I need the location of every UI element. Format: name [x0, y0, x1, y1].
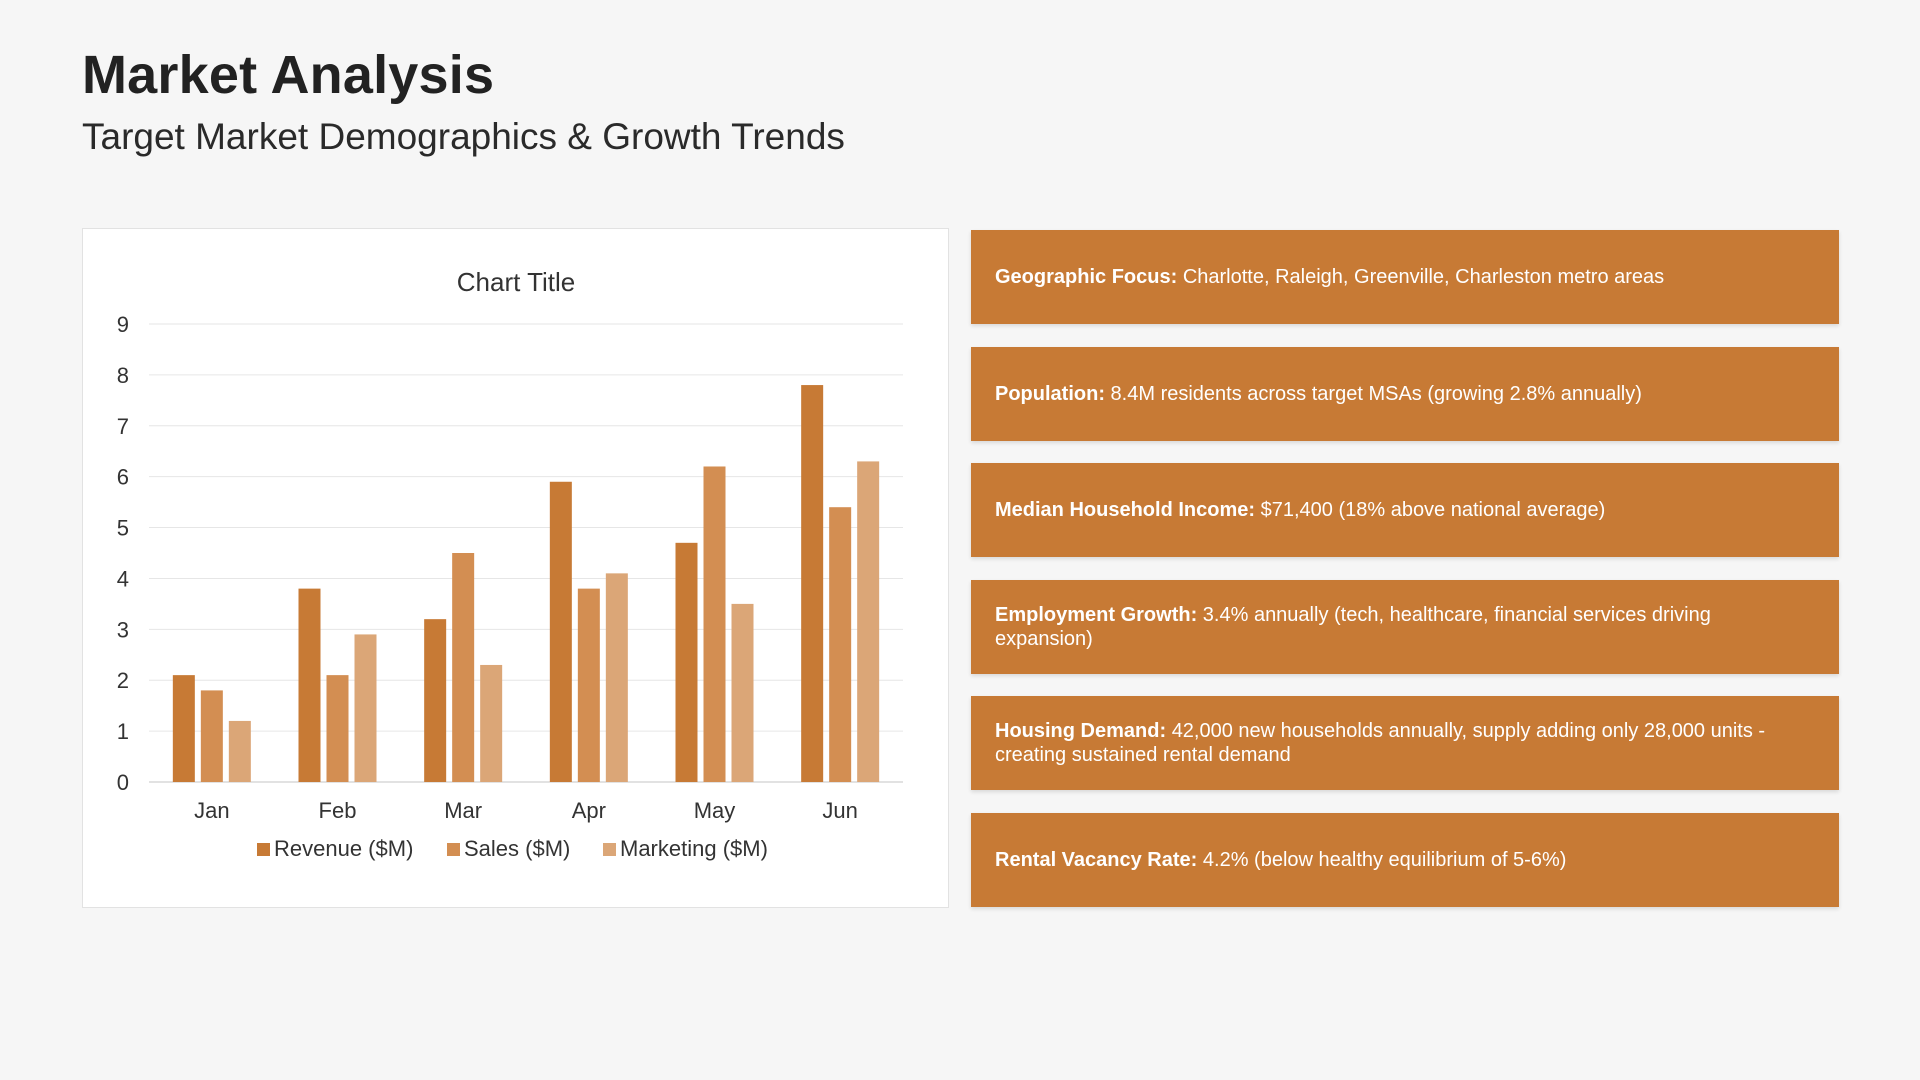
facts-list: Geographic Focus: Charlotte, Raleigh, Gr… [971, 230, 1839, 930]
y-axis-ticks: 0 1 2 3 4 5 6 7 8 9 [117, 312, 129, 795]
legend-label: Sales ($M) [464, 836, 570, 861]
y-tick-label: 0 [117, 770, 129, 795]
page-subtitle: Target Market Demographics & Growth Tren… [82, 116, 845, 157]
bar [731, 603, 754, 782]
legend-label: Marketing ($M) [620, 836, 768, 861]
legend: Revenue ($M) Sales ($M) Marketing ($M) [257, 836, 768, 861]
y-tick-label: 5 [117, 516, 129, 541]
fact-content: Rental Vacancy Rate: 4.2% (below healthy… [995, 848, 1566, 872]
bar [354, 634, 377, 782]
legend-swatch [257, 843, 270, 856]
bar [675, 542, 698, 782]
fact-card: Geographic Focus: Charlotte, Raleigh, Gr… [971, 230, 1839, 324]
y-tick-label: 4 [117, 566, 129, 591]
bar [480, 664, 503, 782]
x-tick-label: Feb [319, 798, 357, 823]
fact-value: Charlotte, Raleigh, Greenville, Charlest… [1182, 266, 1665, 288]
bar [424, 619, 447, 782]
fact-label: Geographic Focus: [995, 266, 1178, 288]
bar [577, 588, 600, 782]
legend-swatch [603, 843, 616, 856]
y-tick-label: 7 [117, 414, 129, 439]
fact-content: Median Household Income: $71,400 (18% ab… [995, 498, 1605, 522]
y-tick-label: 1 [117, 719, 129, 744]
fact-value: 42,000 new households annually, supply a… [995, 720, 1766, 767]
fact-card: Housing Demand: 42,000 new households an… [971, 696, 1839, 791]
fact-value: 8.4M residents across target MSAs (growi… [1110, 382, 1642, 405]
x-tick-label: Apr [572, 798, 606, 823]
bar [605, 573, 628, 782]
fact-content: Housing Demand: 42,000 new households an… [995, 719, 1803, 767]
x-tick-label: May [694, 798, 736, 823]
fact-card: Employment Growth: 3.4% annually (tech, … [971, 579, 1839, 674]
fact-value: $71,400 (18% above national average) [1260, 499, 1606, 522]
fact-label: Housing Demand: [995, 720, 1167, 743]
chart-card: 0 1 2 3 4 5 6 7 8 9 Jan Feb Mar Apr May Jun Revenue ($… [82, 228, 949, 908]
bar [172, 675, 195, 782]
x-axis-ticks: Jan Feb Mar Apr May Jun [194, 798, 858, 823]
y-tick-label: 8 [117, 363, 129, 388]
page-title: Market Analysis [82, 45, 495, 105]
bar [829, 507, 852, 782]
y-tick-label: 3 [117, 617, 129, 642]
bar [703, 466, 726, 782]
y-tick-label: 9 [117, 312, 129, 337]
bar-chart: 0 1 2 3 4 5 6 7 8 9 Jan Feb Mar Apr May Jun Revenue ($… [117, 267, 903, 861]
fact-card: Rental Vacancy Rate: 4.2% (below healthy… [971, 812, 1839, 907]
bar [801, 385, 824, 782]
fact-card: Population: 8.4M residents across target… [971, 346, 1839, 441]
fact-content: Geographic Focus: Charlotte, Raleigh, Gr… [995, 265, 1664, 289]
y-tick-label: 6 [117, 465, 129, 490]
fact-label: Employment Growth: [995, 603, 1198, 626]
bar [228, 720, 251, 782]
fact-card: Median Household Income: $71,400 (18% ab… [971, 463, 1839, 558]
fact-value: 4.2% (below healthy equilibrium of 5-6%) [1202, 848, 1567, 871]
legend-label: Revenue ($M) [274, 836, 413, 861]
fact-label: Rental Vacancy Rate: [995, 848, 1198, 871]
bar [200, 690, 223, 782]
bars [172, 385, 880, 782]
legend-swatch [447, 843, 460, 856]
fact-content: Employment Growth: 3.4% annually (tech, … [995, 603, 1803, 651]
bar [298, 588, 321, 782]
chart-title: Chart Title [457, 267, 576, 297]
fact-content: Population: 8.4M residents across target… [995, 382, 1642, 406]
fact-label: Population: [995, 382, 1105, 405]
bar [857, 461, 880, 782]
y-tick-label: 2 [117, 668, 129, 693]
bar [452, 553, 475, 782]
x-tick-label: Jun [822, 798, 857, 823]
fact-label: Median Household Income: [995, 499, 1256, 522]
x-tick-label: Mar [444, 798, 482, 823]
gridlines [149, 323, 903, 783]
x-tick-label: Jan [194, 798, 229, 823]
bar [549, 481, 572, 782]
fact-value: 3.4% annually (tech, healthcare, financi… [995, 603, 1711, 650]
bar [326, 675, 349, 782]
